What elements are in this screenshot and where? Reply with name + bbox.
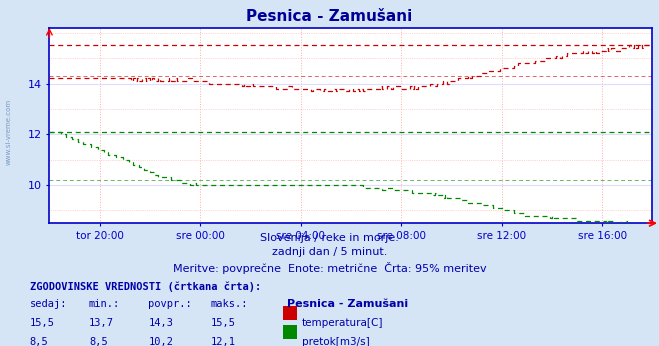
Text: zadnji dan / 5 minut.: zadnji dan / 5 minut.: [272, 247, 387, 257]
Text: Meritve: povprečne  Enote: metrične  Črta: 95% meritev: Meritve: povprečne Enote: metrične Črta:…: [173, 262, 486, 274]
Text: 10,2: 10,2: [148, 337, 173, 346]
Text: pretok[m3/s]: pretok[m3/s]: [302, 337, 370, 346]
Text: temperatura[C]: temperatura[C]: [302, 318, 384, 328]
Text: 14,3: 14,3: [148, 318, 173, 328]
Text: www.si-vreme.com: www.si-vreme.com: [5, 98, 12, 165]
Text: maks.:: maks.:: [211, 299, 248, 309]
Text: sedaj:: sedaj:: [30, 299, 67, 309]
Text: Pesnica - Zamušani: Pesnica - Zamušani: [287, 299, 408, 309]
Text: povpr.:: povpr.:: [148, 299, 192, 309]
Text: 15,5: 15,5: [211, 318, 236, 328]
Text: 12,1: 12,1: [211, 337, 236, 346]
Text: 8,5: 8,5: [89, 337, 107, 346]
Text: 13,7: 13,7: [89, 318, 114, 328]
Text: min.:: min.:: [89, 299, 120, 309]
Text: 8,5: 8,5: [30, 337, 48, 346]
Text: ZGODOVINSKE VREDNOSTI (črtkana črta):: ZGODOVINSKE VREDNOSTI (črtkana črta):: [30, 282, 261, 292]
Text: Slovenija / reke in morje.: Slovenija / reke in morje.: [260, 233, 399, 243]
Text: 15,5: 15,5: [30, 318, 55, 328]
Text: Pesnica - Zamušani: Pesnica - Zamušani: [246, 9, 413, 24]
